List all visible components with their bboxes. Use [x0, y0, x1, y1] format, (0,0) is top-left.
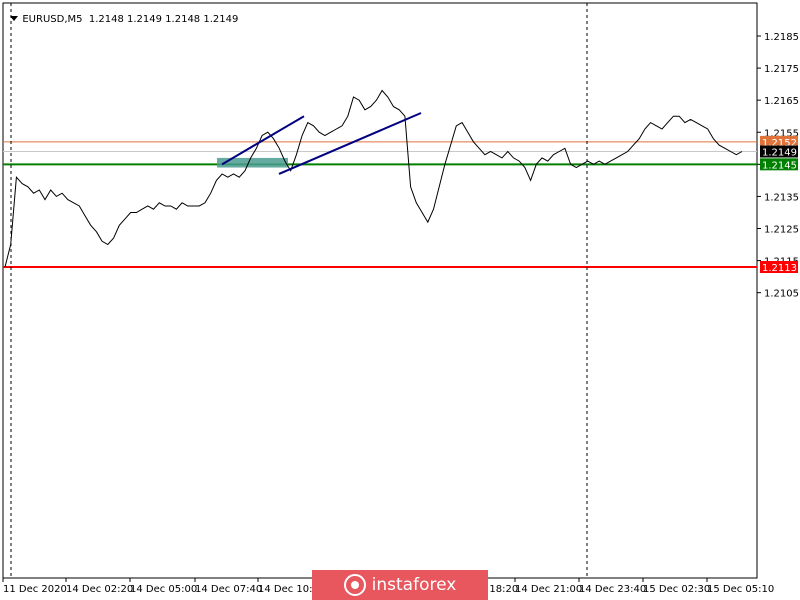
x-tick-label: 14 Dec 21:00 — [515, 584, 582, 595]
x-tick-label: 14 Dec 02:20 — [66, 584, 133, 595]
x-tick-label: 15 Dec 05:10 — [707, 584, 774, 595]
current-price-label: 1.2149 — [762, 148, 797, 159]
level-label-bg-red — [760, 261, 798, 273]
symbol-header[interactable]: EURUSD,M5 1.2148 1.2149 1.2148 1.2149 — [4, 3, 238, 25]
y-tick-label: 1.2155 — [764, 128, 799, 139]
level-label-green: 1.2145 — [762, 160, 797, 171]
y-tick-label: 1.2165 — [764, 96, 799, 107]
level-label-bg-orange — [760, 135, 798, 148]
price-levels — [3, 141, 757, 268]
dropdown-triangle-icon[interactable] — [10, 16, 19, 21]
level-label-red: 1.2113 — [762, 263, 797, 274]
y-tick-label: 1.2125 — [764, 225, 799, 236]
y-tick-label: 1.2175 — [764, 64, 799, 75]
x-tick-label: 14 Dec 05:00 — [130, 584, 197, 595]
support-zone — [217, 157, 288, 168]
instaforex-logo-icon — [343, 574, 366, 596]
price-series — [4, 89, 743, 268]
x-tick-label: 11 Dec 2020 — [3, 584, 67, 595]
trendline-short — [221, 115, 305, 166]
x-tick-label: 14 Dec 23:40 — [579, 584, 646, 595]
instaforex-logo: instaforex — [312, 570, 488, 600]
x-tick-label: 14 Dec 10:20 — [258, 584, 325, 595]
y-tick-label: 1.2185 — [764, 32, 799, 43]
trendline-long — [278, 112, 422, 175]
support-zone-rect — [217, 157, 288, 168]
y-tick-label: 1.2105 — [764, 289, 799, 300]
level-labels: 1.2152 1.2145 1.2113 1.2149 — [760, 135, 798, 274]
current-price-label-bg — [760, 145, 798, 158]
ohlc-values: 1.2148 1.2149 1.2148 1.2149 — [88, 14, 239, 25]
logo-text: instaforex — [371, 575, 457, 595]
x-tick-label: 15 Dec 02:30 — [643, 584, 710, 595]
y-tick-label: 1.2135 — [764, 192, 799, 203]
trend-lines — [221, 112, 422, 175]
x-tick-label: 14 Dec 07:40 — [195, 584, 262, 595]
symbol-name: EURUSD,M5 — [22, 14, 83, 25]
level-label-bg-green — [760, 158, 798, 171]
price-line — [4, 89, 743, 268]
level-label-orange: 1.2152 — [762, 138, 797, 149]
